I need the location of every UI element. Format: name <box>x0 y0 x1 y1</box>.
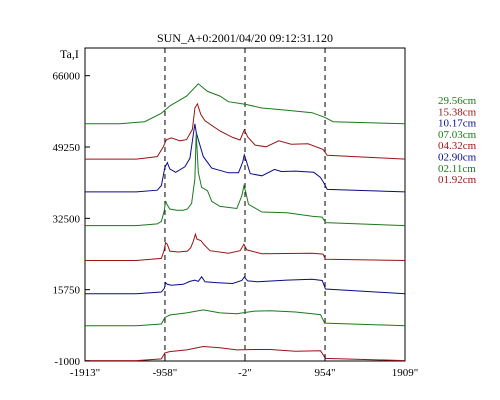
legend-entry-1: 15.38cm <box>438 106 477 118</box>
x-tick-label-3: 954" <box>315 367 336 379</box>
y-axis-label: Ta,I <box>60 47 79 61</box>
chart-title: SUN_A+0:2001/04/20 09:12:31.120 <box>157 31 333 45</box>
y-tick-label-2: 32500 <box>53 213 81 225</box>
series-line-0 <box>85 83 406 125</box>
vertical-reference-lines <box>164 48 326 361</box>
y-tick-label-1: 49250 <box>53 142 81 154</box>
legend-entry-6: 02.11cm <box>438 163 476 175</box>
legend-entry-0: 29.56cm <box>438 95 477 107</box>
series-line-4 <box>85 232 406 261</box>
series-line-3 <box>85 133 406 227</box>
y-tick-label-3: 15750 <box>53 285 81 297</box>
y-ticks: 66000 49250 32500 15750 -1000 <box>53 71 90 368</box>
series-line-2 <box>85 123 406 193</box>
legend-entry-4: 04.32cm <box>438 140 477 152</box>
legend-entry-3: 07.03cm <box>438 129 477 141</box>
legend-entry-2: 10.17cm <box>438 118 477 130</box>
legend-entry-5: 02.90cm <box>438 152 477 164</box>
x-tick-label-0: -1913" <box>70 367 100 379</box>
x-tick-label-4: 1909" <box>392 367 419 379</box>
series-line-6 <box>85 309 406 327</box>
series-line-5 <box>85 275 406 295</box>
y-tick-label-0: 66000 <box>53 71 81 83</box>
series-layer <box>85 83 406 362</box>
x-ticks: -1913" -958" -2" 954" 1909" <box>70 356 418 379</box>
y-tick-label-4: -1000 <box>54 356 80 368</box>
x-tick-label-1: -958" <box>153 367 178 379</box>
x-tick-label-2: -2" <box>238 367 252 379</box>
legend-entry-7: 01.92cm <box>438 174 477 186</box>
series-line-1 <box>85 102 406 160</box>
series-line-7 <box>85 345 406 362</box>
legend: 29.56cm15.38cm10.17cm07.03cm04.32cm02.90… <box>438 95 477 186</box>
